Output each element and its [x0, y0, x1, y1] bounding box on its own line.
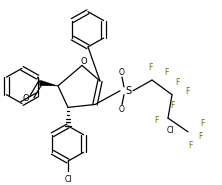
Polygon shape	[40, 80, 58, 86]
Text: F: F	[148, 63, 152, 72]
Text: F: F	[154, 116, 158, 125]
Text: F: F	[170, 101, 174, 110]
Text: F: F	[188, 141, 192, 150]
Text: O: O	[81, 57, 87, 66]
Text: O: O	[119, 105, 125, 114]
Text: Cl: Cl	[166, 126, 174, 135]
Text: O: O	[23, 94, 29, 103]
Text: F: F	[175, 78, 179, 87]
Text: S: S	[125, 86, 131, 96]
Text: F: F	[198, 132, 202, 141]
Text: F: F	[200, 120, 204, 129]
Text: O: O	[119, 68, 125, 77]
Text: F: F	[185, 87, 189, 96]
Text: F: F	[164, 68, 168, 77]
Text: Cl: Cl	[64, 175, 72, 184]
